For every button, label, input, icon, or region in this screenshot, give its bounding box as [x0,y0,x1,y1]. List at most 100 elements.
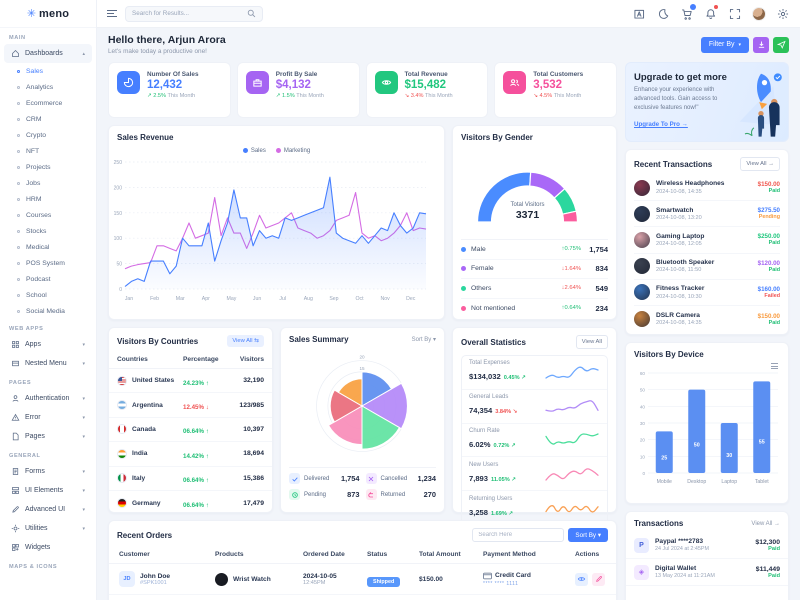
statistic-row[interactable]: Total Expenses $134,032 0.45% ↗ [462,356,607,390]
statistic-row[interactable]: General Leads 74,354 3.84% ↘ [462,390,607,424]
avatar-image [751,6,766,21]
legend-item-marketing[interactable]: Marketing [275,148,310,154]
sidebar-item-advanced-ui[interactable]: Advanced UI ▾ [4,500,92,519]
trend-arrow-icon: ↗ 1.5% [275,93,295,99]
sidebar-item-authentication[interactable]: Authentication ▾ [4,389,92,408]
transaction-item[interactable]: Fitness Tracker 2024-10-08, 10:30 $160.00 F… [634,280,780,306]
country-row[interactable]: Italy 06.64% ↑ 15,386 [109,467,272,491]
sidebar-subitem-stocks[interactable]: Stocks [0,223,96,239]
transaction-item[interactable]: DSLR Camera 2024-10-08, 14:35 $150.00 Paid [634,306,780,332]
gender-legend-row[interactable]: Male ↑0.75% 1,754 [461,240,608,260]
sidebar-subitem-nft[interactable]: NFT [0,143,96,159]
sidebar-subitem-label: CRM [26,115,42,123]
user-avatar[interactable] [751,6,766,21]
countries-view-all-button[interactable]: View All ⇆ [227,335,264,347]
sidebar-subitem-hrm[interactable]: HRM [0,191,96,207]
sidebar-section-label: MAIN [9,35,26,41]
sidebar-item-utilities[interactable]: Utilities ▾ [4,519,92,538]
sidebar-item-dashboards[interactable]: Dashboards ▴ [4,44,92,63]
sidebar-item-forms[interactable]: Forms ▾ [4,462,92,481]
stat-card-number-of-sales[interactable]: Number Of Sales 12,432 ↗ 2.5% This Month [108,62,231,118]
money-icon [374,71,398,94]
transaction-item[interactable]: Smartwatch 2024-10-08, 13:20 $275.50 Pendin… [634,201,780,228]
country-row[interactable]: Argentina 12.45% ↓ 123/985 [109,393,272,418]
transaction-item[interactable]: Wireless Headphones 2024-10-08, 14:35 $150… [634,175,780,202]
legend-item-sales[interactable]: Sales [242,148,266,154]
sidebar-subitem-ecommerce[interactable]: Ecommerce [0,95,96,111]
language-icon[interactable] [631,6,646,21]
sidebar-item-apps[interactable]: Apps ▾ [4,335,92,354]
sales-summary-sort-button[interactable]: Sort By ▾ [411,337,436,343]
sidebar-item-ui-elements[interactable]: UI Elements ▾ [4,481,92,500]
sidebar-item-pages[interactable]: Pages ▾ [4,427,92,446]
stat-card-total-revenue[interactable]: Total Revenue $15,482 ↘ 3.4% This Month [365,62,489,118]
gender-legend-row[interactable]: Others ↓2.64% 549 [461,279,608,299]
sidebar-subitem-sales[interactable]: Sales [0,63,96,79]
transaction-row[interactable]: ◈ Digital Wallet 13 May 2024 at 11:21AM $11… [626,559,788,586]
gender-legend-row[interactable]: Female ↓1.64% 834 [461,260,608,279]
sidebar-subitem-medical[interactable]: Medical [0,239,96,255]
sidebar-subitem-projects[interactable]: Projects [0,159,96,175]
view-order-button[interactable] [575,572,588,586]
sidebar-subitem-crm[interactable]: CRM [0,111,96,127]
country-row[interactable]: Canada 06.64% ↑ 10,397 [109,418,272,443]
recent-transactions-title: Recent Transactions [634,159,713,169]
sidebar-subitem-social-media[interactable]: Social Media [0,303,96,319]
transaction-row[interactable]: P Paypal ****2783 24 Jul 2024 at 2:45PM $12… [626,532,788,559]
bullet-icon [17,101,20,105]
stat-card-total-customers[interactable]: Total Customers 3,532 ↘ 4.5% This Month [494,62,617,118]
search-icon[interactable] [247,9,256,18]
orders-column-customer: Customer [119,551,150,558]
sidebar-subitem-podcast[interactable]: Podcast [0,271,96,287]
order-row[interactable]: JSJane Smith#SPK1002Hand Bag2024-10-0411… [109,595,616,600]
chart-menu-icon[interactable] [771,363,778,369]
country-row[interactable]: United States 24.23% ↑ 32,190 [109,369,272,394]
gender-legend-row[interactable]: Not mentioned ↑0.64% 234 [461,299,608,319]
statistic-row[interactable]: Churn Rate 6.02% 0.72% ↗ [462,424,607,458]
upgrade-pro-link[interactable]: Upgrade To Pro → [634,121,688,128]
fullscreen-icon[interactable] [727,6,742,21]
overall-stats-view-all-button[interactable]: View All [575,335,608,349]
stat-card-profit-by-sale[interactable]: Profit By Sale $4,132 ↗ 1.5% This Month [236,62,360,118]
cart-icon[interactable] [679,4,696,21]
filter-by-button[interactable]: Filter By ▾ [700,36,749,53]
statistic-row[interactable]: Returning Users 3,258 1.69% ↗ [462,491,607,524]
transactions-view-all-link[interactable]: View All → [751,520,780,527]
pencil-icon [595,576,602,582]
sidebar-subitem-school[interactable]: School [0,287,96,303]
order-customer: JD John Doe #SPK1001 [119,571,215,587]
device-bar-chart[interactable]: 0 10 20 30 40 50 60 25 Mobile 50 Desktop 30 Laptop 55… [632,363,782,496]
sidebar-subitem-courses[interactable]: Courses [0,207,96,223]
notifications-icon[interactable] [703,5,718,21]
menu-toggle-icon[interactable] [107,10,117,17]
share-button[interactable] [773,36,789,53]
edit-order-button[interactable] [592,572,605,586]
recent-transactions-view-all-button[interactable]: View All → [740,157,780,171]
download-button[interactable] [753,36,769,53]
sidebar-subitem-crypto[interactable]: Crypto [0,127,96,143]
statistic-value-row: 7,893 11.05% ↗ [469,468,516,486]
sidebar-item-error[interactable]: Error ▾ [4,408,92,427]
country-row[interactable]: Germany 06.64% ↑ 17,479 [109,491,272,515]
sidebar-item-widgets[interactable]: Widgets [4,538,92,557]
settings-icon[interactable] [775,6,790,21]
order-row[interactable]: JD John Doe #SPK1001 Wrist Watch 2024-10-05 1… [109,564,616,595]
dark-mode-icon[interactable] [655,6,670,21]
transaction-item[interactable]: Gaming Laptop 2024-10-08, 12:05 $250.00 Pai… [634,227,780,254]
sidebar-subitem-jobs[interactable]: Jobs [0,175,96,191]
statistic-row[interactable]: New Users 7,893 11.05% ↗ [462,457,607,492]
sidebar-subitem-label: Stocks [26,227,47,235]
orders-sort-button[interactable]: Sort By ▾ [568,528,608,542]
country-row[interactable]: India 14.42% ↑ 18,694 [109,442,272,467]
sidebar-subitem-analytics[interactable]: Analytics [0,79,96,95]
sidebar-subitem-pos-system[interactable]: POS System [0,255,96,271]
transaction-item[interactable]: Bluetooth Speaker 2024-10-08, 11:50 $120.0… [634,254,780,280]
sidebar-item-nested-menu[interactable]: Nested Menu ▾ [4,354,92,373]
orders-search-input[interactable] [472,528,565,542]
brand-logo[interactable]: ✳ meno [0,0,96,28]
search-input[interactable] [132,10,247,17]
sales-revenue-chart[interactable]: 0 50 100 150 200 250 Jan Feb Mar Apr May Jun Jul Aug S… [109,154,430,309]
